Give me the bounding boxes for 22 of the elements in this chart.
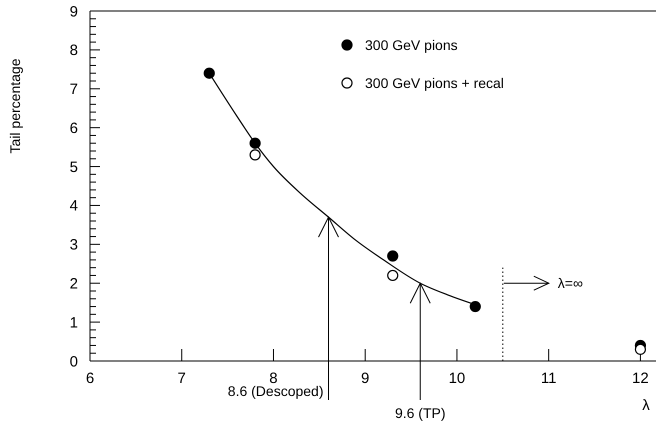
y-tick-label: 6 [70,120,78,137]
y-tick-label: 0 [70,353,78,370]
y-tick-label: 4 [70,198,78,215]
x-axis-title: λ [642,397,650,414]
x-tick-label: 6 [86,370,94,387]
y-tick-label: 8 [70,42,78,60]
x-tick-label: 7 [178,370,186,387]
y-tick-label: 9 [70,3,78,20]
y-tick-label: 1 [70,314,78,332]
x-tick-label: 10 [448,370,466,387]
y-tick-label: 7 [70,81,78,98]
annotation: 9.6 (TP) [394,405,446,421]
x-tick-label: 11 [540,370,556,387]
y-tick-label: 5 [70,158,78,176]
y-axis-title: Tail percentage [7,58,23,154]
x-tick-label: 9 [361,370,370,387]
ref-line-label: λ=∞ [558,275,583,292]
legend-label: 300 GeV pions + recal [365,74,504,91]
y-tick-label: 3 [70,236,78,254]
legend-label: 300 GeV pions [365,36,458,53]
x-tick-label: 12 [632,370,649,387]
y-tick-label: 2 [70,275,78,292]
